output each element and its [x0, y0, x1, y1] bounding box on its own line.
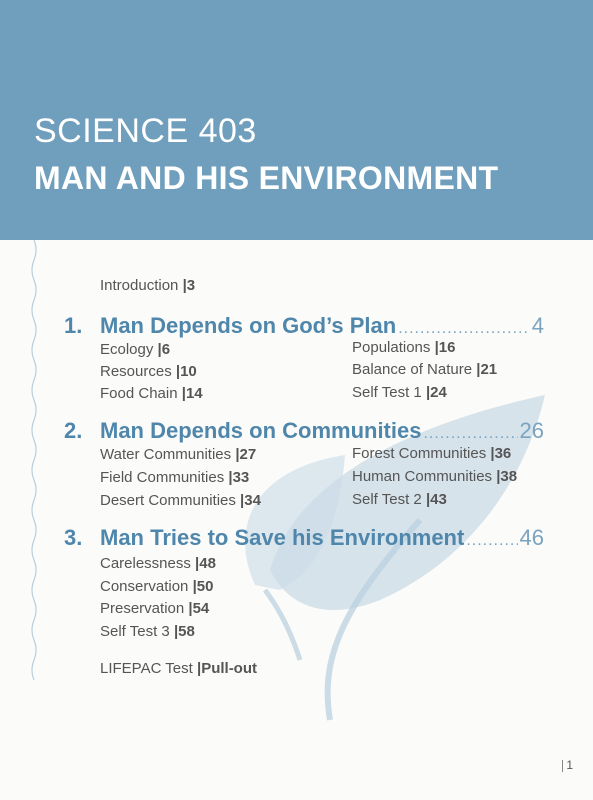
toc-lesson[interactable]: Carelessness |48 [100, 555, 216, 572]
lifepac-page: |Pull-out [196, 660, 258, 677]
toc-lesson[interactable]: Self Test 3 |58 [100, 623, 195, 640]
unit-title: Man Depends on Communities [100, 418, 422, 443]
toc-unit-2[interactable]: 2. Man Depends on Communities ..........… [64, 418, 544, 444]
toc-lesson[interactable]: Water Communities |27 [100, 446, 257, 463]
course-code: SCIENCE 403 [34, 112, 257, 150]
toc-lesson[interactable]: Field Communities |33 [100, 469, 250, 486]
toc-lesson[interactable]: Self Test 1 |24 [352, 384, 447, 401]
toc-introduction[interactable]: Introduction |3 [100, 277, 195, 294]
wavy-line-decoration [31, 240, 37, 680]
unit-number: 3. [64, 525, 83, 550]
toc-lesson[interactable]: Populations |16 [352, 339, 456, 356]
lifepac-label: LIFEPAC Test [100, 660, 193, 677]
toc-lesson[interactable]: Desert Communities |34 [100, 492, 261, 509]
unit-page: 4 [531, 313, 544, 338]
toc-lesson[interactable]: Preservation |54 [100, 600, 210, 617]
toc-lesson[interactable]: Resources |10 [100, 363, 197, 380]
toc-lifepac-test[interactable]: LIFEPAC Test |Pull-out [100, 660, 257, 677]
page-number: 1 [562, 758, 573, 772]
toc-lesson[interactable]: Balance of Nature |21 [352, 361, 498, 378]
leader-dots: ........................................… [423, 425, 518, 442]
unit-title: Man Depends on God’s Plan [100, 313, 397, 338]
toc-lesson[interactable]: Food Chain |14 [100, 385, 203, 402]
unit-page: 26 [519, 418, 544, 443]
unit-number: 2. [64, 418, 83, 443]
leader-dots: ........................................… [398, 320, 530, 337]
intro-page: |3 [182, 277, 196, 294]
toc-lesson[interactable]: Human Communities |38 [352, 468, 518, 485]
toc-lesson[interactable]: Self Test 2 |43 [352, 491, 447, 508]
unit-page: 46 [519, 525, 544, 550]
toc-unit-1[interactable]: 1. Man Depends on God’s Plan ...........… [64, 313, 544, 339]
toc-lesson[interactable]: Conservation |50 [100, 578, 214, 595]
toc-lesson[interactable]: Forest Communities |36 [352, 445, 512, 462]
header-banner: SCIENCE 403 MAN AND HIS ENVIRONMENT [0, 0, 593, 240]
unit-number: 1. [64, 313, 83, 338]
course-title: MAN AND HIS ENVIRONMENT [34, 160, 499, 196]
leader-dots: ........................................… [466, 532, 517, 549]
toc-unit-3[interactable]: 3. Man Tries to Save his Environment ...… [64, 525, 544, 551]
intro-label: Introduction [100, 277, 179, 294]
toc-lesson[interactable]: Ecology |6 [100, 341, 171, 358]
unit-title: Man Tries to Save his Environment [100, 525, 465, 550]
